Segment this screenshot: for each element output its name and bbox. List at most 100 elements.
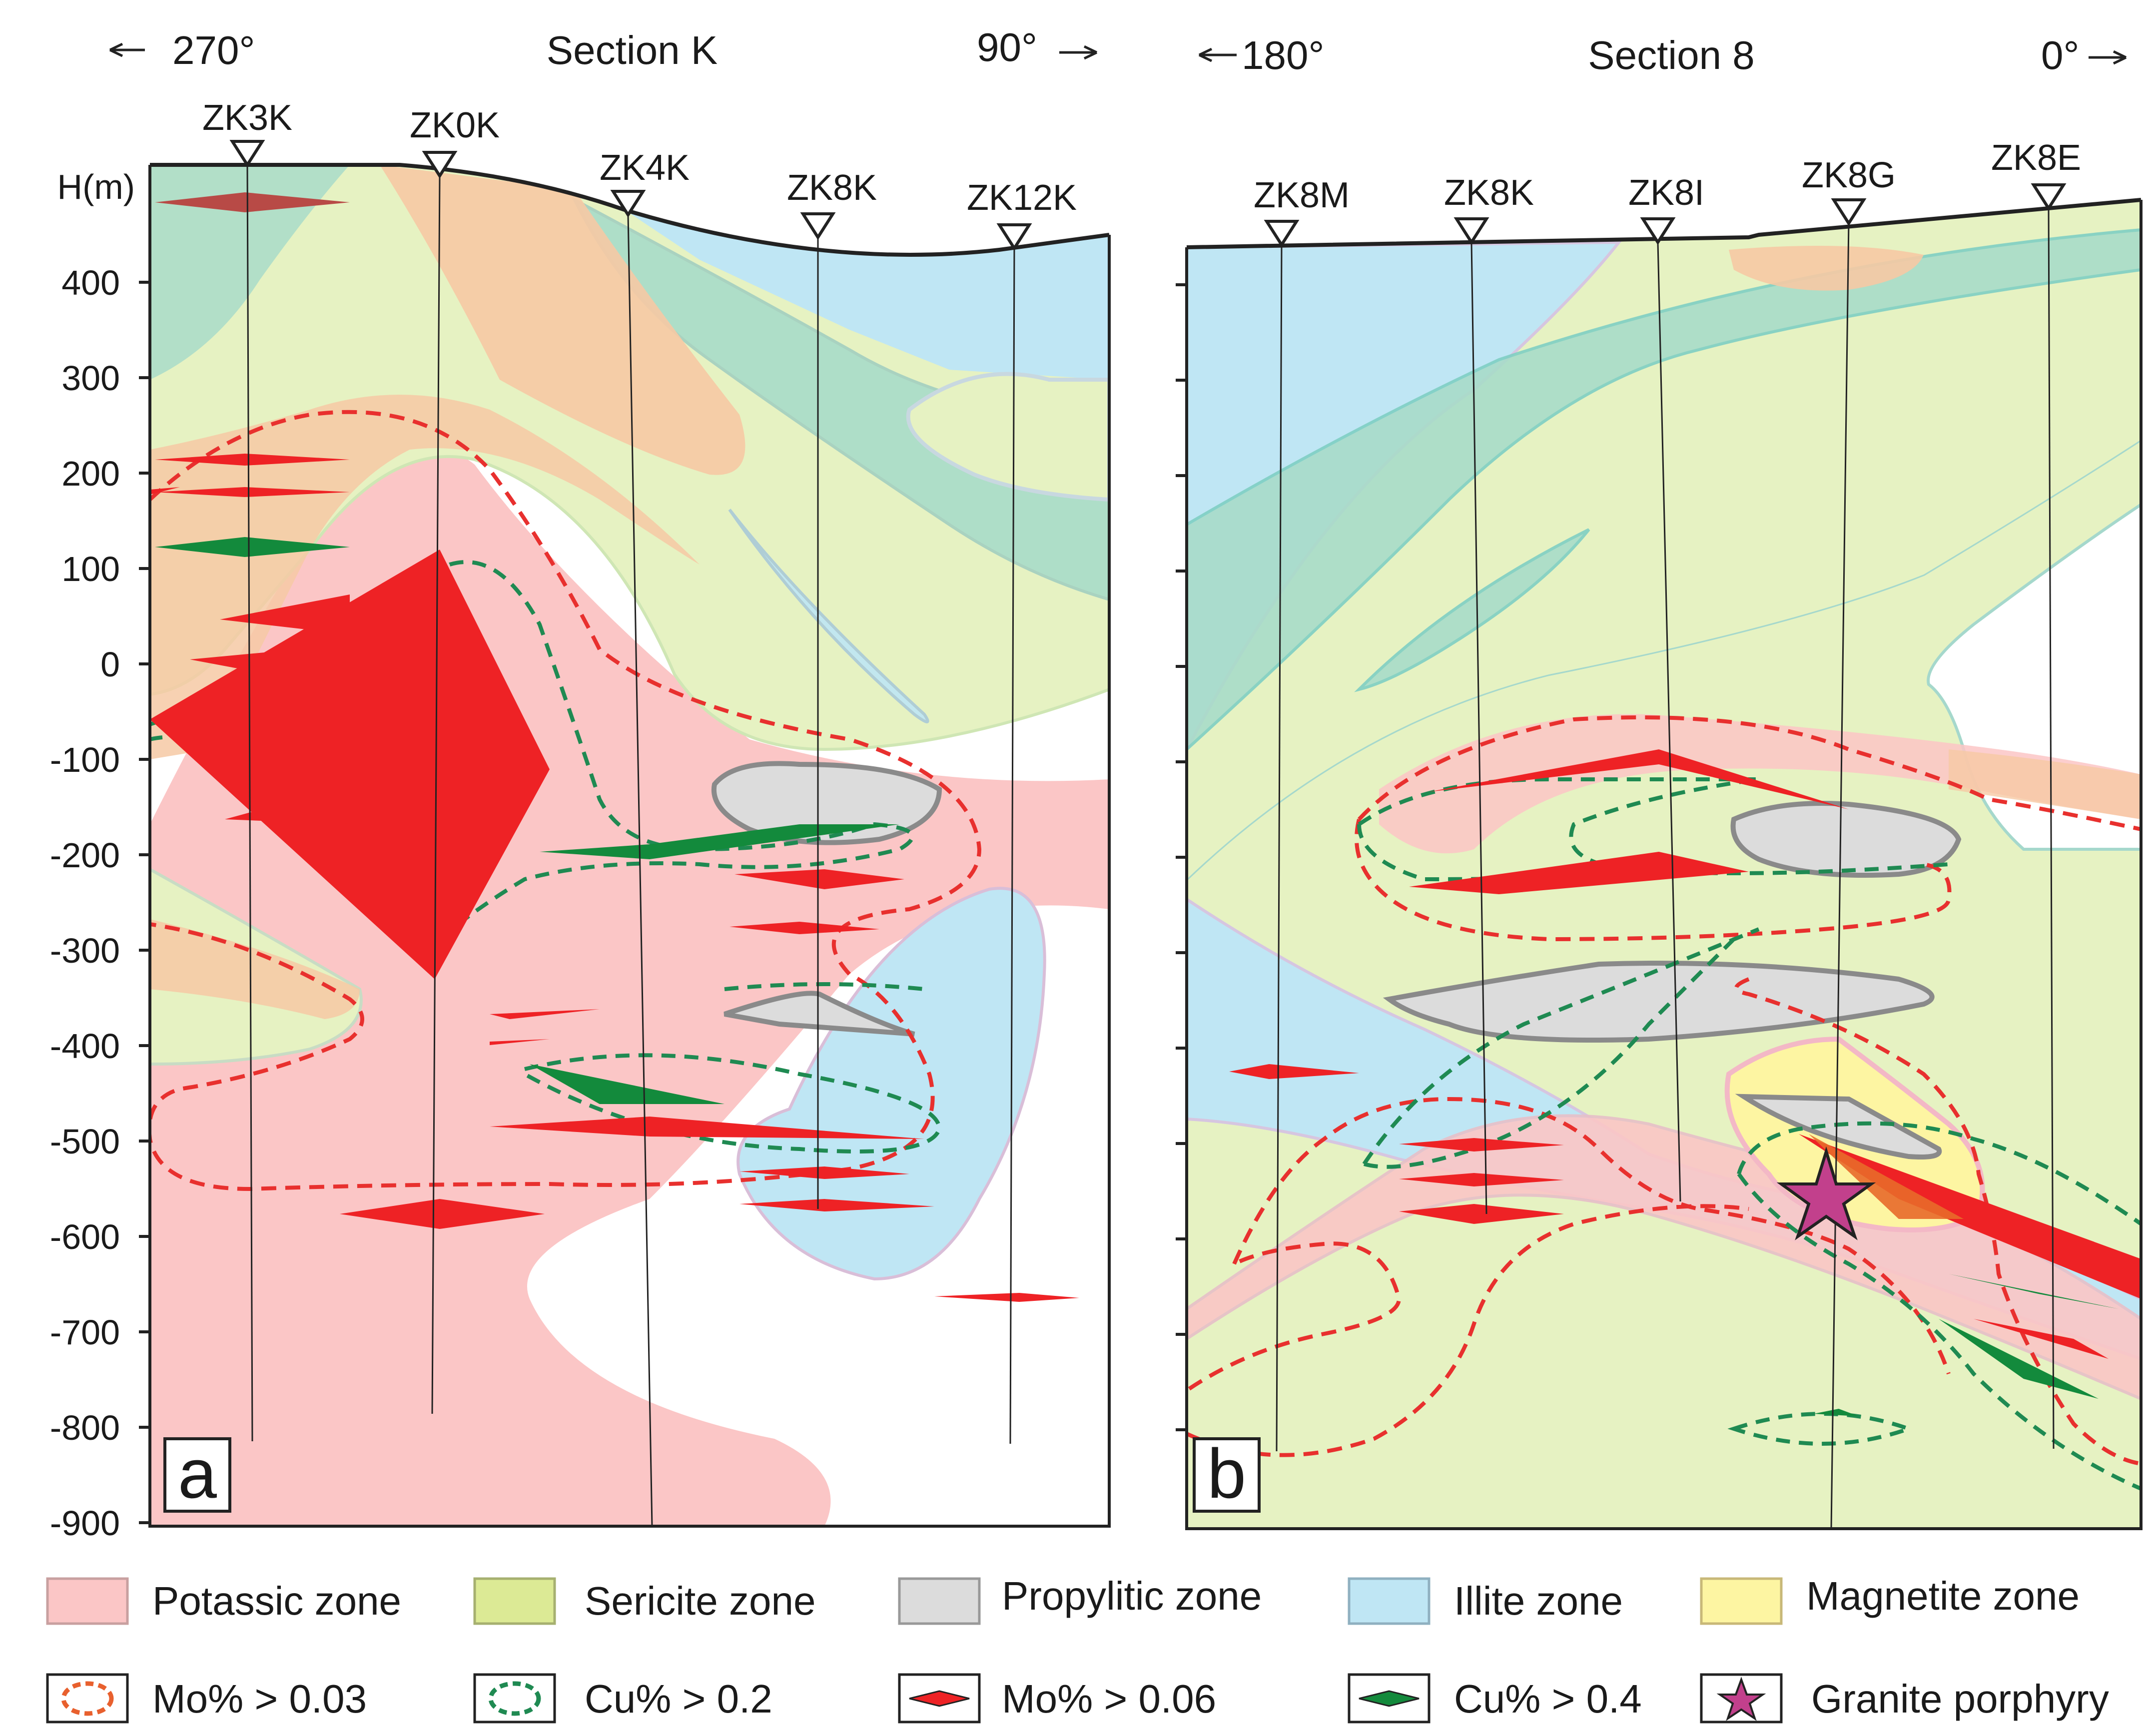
panel-b-title: Section 8 <box>1588 33 1755 77</box>
mo-006-lens-a-top <box>155 192 350 212</box>
panel-a-zones <box>150 165 1109 1526</box>
panel-b-left-direction: 180° <box>1242 33 1324 77</box>
y-tick-label: -100 <box>50 740 120 779</box>
arrow-left-icon <box>1198 47 1237 62</box>
collar-triangle-icon <box>1264 220 1300 248</box>
potassic-sericite-overlap-a-lower <box>150 919 360 1019</box>
collar-triangle-icon <box>422 151 458 179</box>
panel-b-zones <box>1187 200 2141 1529</box>
y-tick-label: -900 <box>50 1504 120 1543</box>
mo-006-lens-a-14 <box>934 1293 1079 1302</box>
drillhole-label: ZK8G <box>1802 155 1896 195</box>
granite-porphyry-star-icon <box>1776 1146 1876 1240</box>
topography-a <box>150 163 1110 257</box>
cu-02-contour-b-bottom <box>1727 1412 1915 1446</box>
potassic-zone-b-top <box>1729 246 1924 291</box>
arrow-right-icon <box>2089 50 2127 65</box>
legend-label-granite: Granite porphyry <box>1811 1677 2109 1721</box>
arrow-right-icon <box>1059 45 1098 60</box>
mo-006-lens-a-10 <box>734 869 904 889</box>
y-tick-label: -600 <box>50 1217 120 1256</box>
y-ticks-b <box>1176 283 1187 1431</box>
panel-letter-box-a <box>163 1437 231 1513</box>
cu-04-lens-a-2 <box>540 824 899 859</box>
legend-mo-low-dashed-icon <box>61 1681 114 1716</box>
mo-006-lens-b-2 <box>1409 852 1749 894</box>
y-tick-label: -700 <box>50 1313 120 1352</box>
legend-cu-high-lens-icon <box>1359 1690 1420 1707</box>
drillholes-b <box>1276 207 2055 1529</box>
legend-label-cu-high: Cu% > 0.4 <box>1454 1677 1642 1721</box>
legend-label-potassic: Potassic zone <box>152 1579 401 1623</box>
drillhole-label: ZK3K <box>202 98 292 138</box>
sericite-illite-overlap-a <box>571 196 1109 602</box>
drillhole-line <box>627 214 653 1527</box>
drillhole-line <box>2048 207 2055 1449</box>
mo-006-lens-a-2 <box>155 454 350 466</box>
propylitic-lens-a-upper <box>711 761 942 845</box>
legend-label-illite: Illite zone <box>1454 1579 1623 1623</box>
mo-006-lens-a-6 <box>490 1009 600 1019</box>
legend-swatch-illite <box>1348 1577 1431 1625</box>
sericite-illite-lens-b <box>1354 528 1590 692</box>
legend-label-magnetite: Magnetite zone <box>1806 1574 2080 1618</box>
y-tick-label: -800 <box>50 1408 120 1447</box>
collar-markers-b <box>1264 183 2067 248</box>
propylitic-lens-b-upper <box>1730 801 1962 878</box>
illite-zone-a-lower <box>736 887 1046 1281</box>
y-tick-labels-a: 400 300 200 100 0 -100 -200 -300 -400 -5… <box>50 263 120 1543</box>
panel-a-frame <box>148 165 1111 1528</box>
legend-swatch-propylitic <box>898 1577 981 1625</box>
propylitic-lens-b-middle <box>1383 961 1935 1043</box>
legend-mo-high-lens-icon <box>909 1690 970 1707</box>
drillhole-line <box>246 164 253 1442</box>
y-tick-label: 100 <box>61 550 120 588</box>
propylitic-lens-a-lower <box>723 991 915 1037</box>
topography-b <box>1186 198 2142 249</box>
collar-triangle-icon <box>1640 217 1676 245</box>
mo-006-lens-b-6 <box>1399 1204 1564 1224</box>
legend-label-propylitic: Propylitic zone <box>1002 1574 1262 1618</box>
drillhole-label: ZK8E <box>1991 138 2081 178</box>
legend-granite-star-icon <box>1716 1677 1766 1721</box>
panel-letter-b: b <box>1207 1434 1246 1513</box>
legend-label-sericite: Sericite zone <box>585 1579 815 1623</box>
legend: Potassic zone Sericite zone Propylitic z… <box>46 1574 2109 1724</box>
potassic-zone-b-lower <box>1187 1114 2141 1401</box>
drillhole-label: ZK0K <box>410 105 500 145</box>
mo-006-lens-a-7 <box>490 1039 550 1045</box>
legend-swatch-magnetite <box>1700 1577 1783 1625</box>
mo-006-lens-a-1 <box>225 804 350 824</box>
y-tick-label: -300 <box>50 931 120 970</box>
collar-triangle-icon <box>229 140 265 168</box>
illite-lens-a <box>728 509 929 723</box>
y-tick-label: 200 <box>61 454 120 493</box>
mo-006-lens-a-8 <box>490 1117 924 1139</box>
y-tick-label: -200 <box>50 836 120 875</box>
collar-triangle-icon <box>996 223 1032 251</box>
cu-04-lens-b-1 <box>1949 1274 2119 1309</box>
collar-triangle-icon <box>800 212 836 240</box>
panel-a-right-direction: 90° <box>977 25 1037 69</box>
drillholes-a <box>246 164 1015 1527</box>
mo-006-lens-a-13 <box>739 1199 934 1211</box>
mo-006-lens-a-15 <box>150 487 180 495</box>
mo-006-lens-b-7 <box>1799 1134 2141 1299</box>
panel-b-frame <box>1185 200 2143 1530</box>
panel-b-right-direction: 0° <box>2041 33 2079 77</box>
legend-swatch-sericite <box>473 1577 556 1625</box>
drillhole-label: ZK8I <box>1628 173 1704 213</box>
mo-003-contour-b-upper <box>1355 715 2141 1466</box>
drillhole-label: ZK12K <box>967 178 1077 218</box>
axis-label: H(m) <box>57 167 135 206</box>
cu-04-lens-a-1 <box>155 537 350 557</box>
y-tick-label: 400 <box>61 263 120 302</box>
y-tick-label: 0 <box>100 645 120 684</box>
panel-a-left-direction: 270° <box>172 28 255 72</box>
mo-006-lens-b-1 <box>1429 749 1849 809</box>
mo-006-lens-b-8 <box>1974 1319 2109 1359</box>
mo-006-lens-b-3 <box>1229 1064 1359 1079</box>
legend-label-mo-high: Mo% > 0.06 <box>1002 1677 1216 1721</box>
mo-006-lens-b-9 <box>1809 1134 1964 1219</box>
collar-triangle-icon <box>1453 217 1489 245</box>
